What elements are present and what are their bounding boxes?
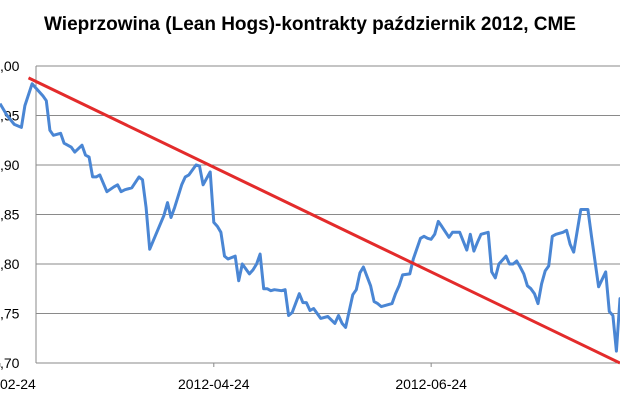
- trend-line: [27, 76, 620, 365]
- y-tick-label: ,70: [0, 355, 20, 371]
- x-tick-label: 2012-04-24: [178, 376, 250, 392]
- y-tick-label: ,00: [0, 58, 20, 74]
- y-tick-label: ,75: [0, 306, 20, 322]
- price-series-line: [0, 82, 620, 353]
- y-tick-label: ,80: [0, 256, 20, 272]
- y-tick-label: ,85: [0, 207, 20, 223]
- y-tick-label: ,90: [0, 157, 20, 173]
- x-tick-label: 2012-06-24: [395, 376, 467, 392]
- x-tick-label: 2012-02-24: [0, 376, 36, 392]
- chart-title: Wieprzowina (Lean Hogs)-kontrakty paździ…: [44, 14, 576, 35]
